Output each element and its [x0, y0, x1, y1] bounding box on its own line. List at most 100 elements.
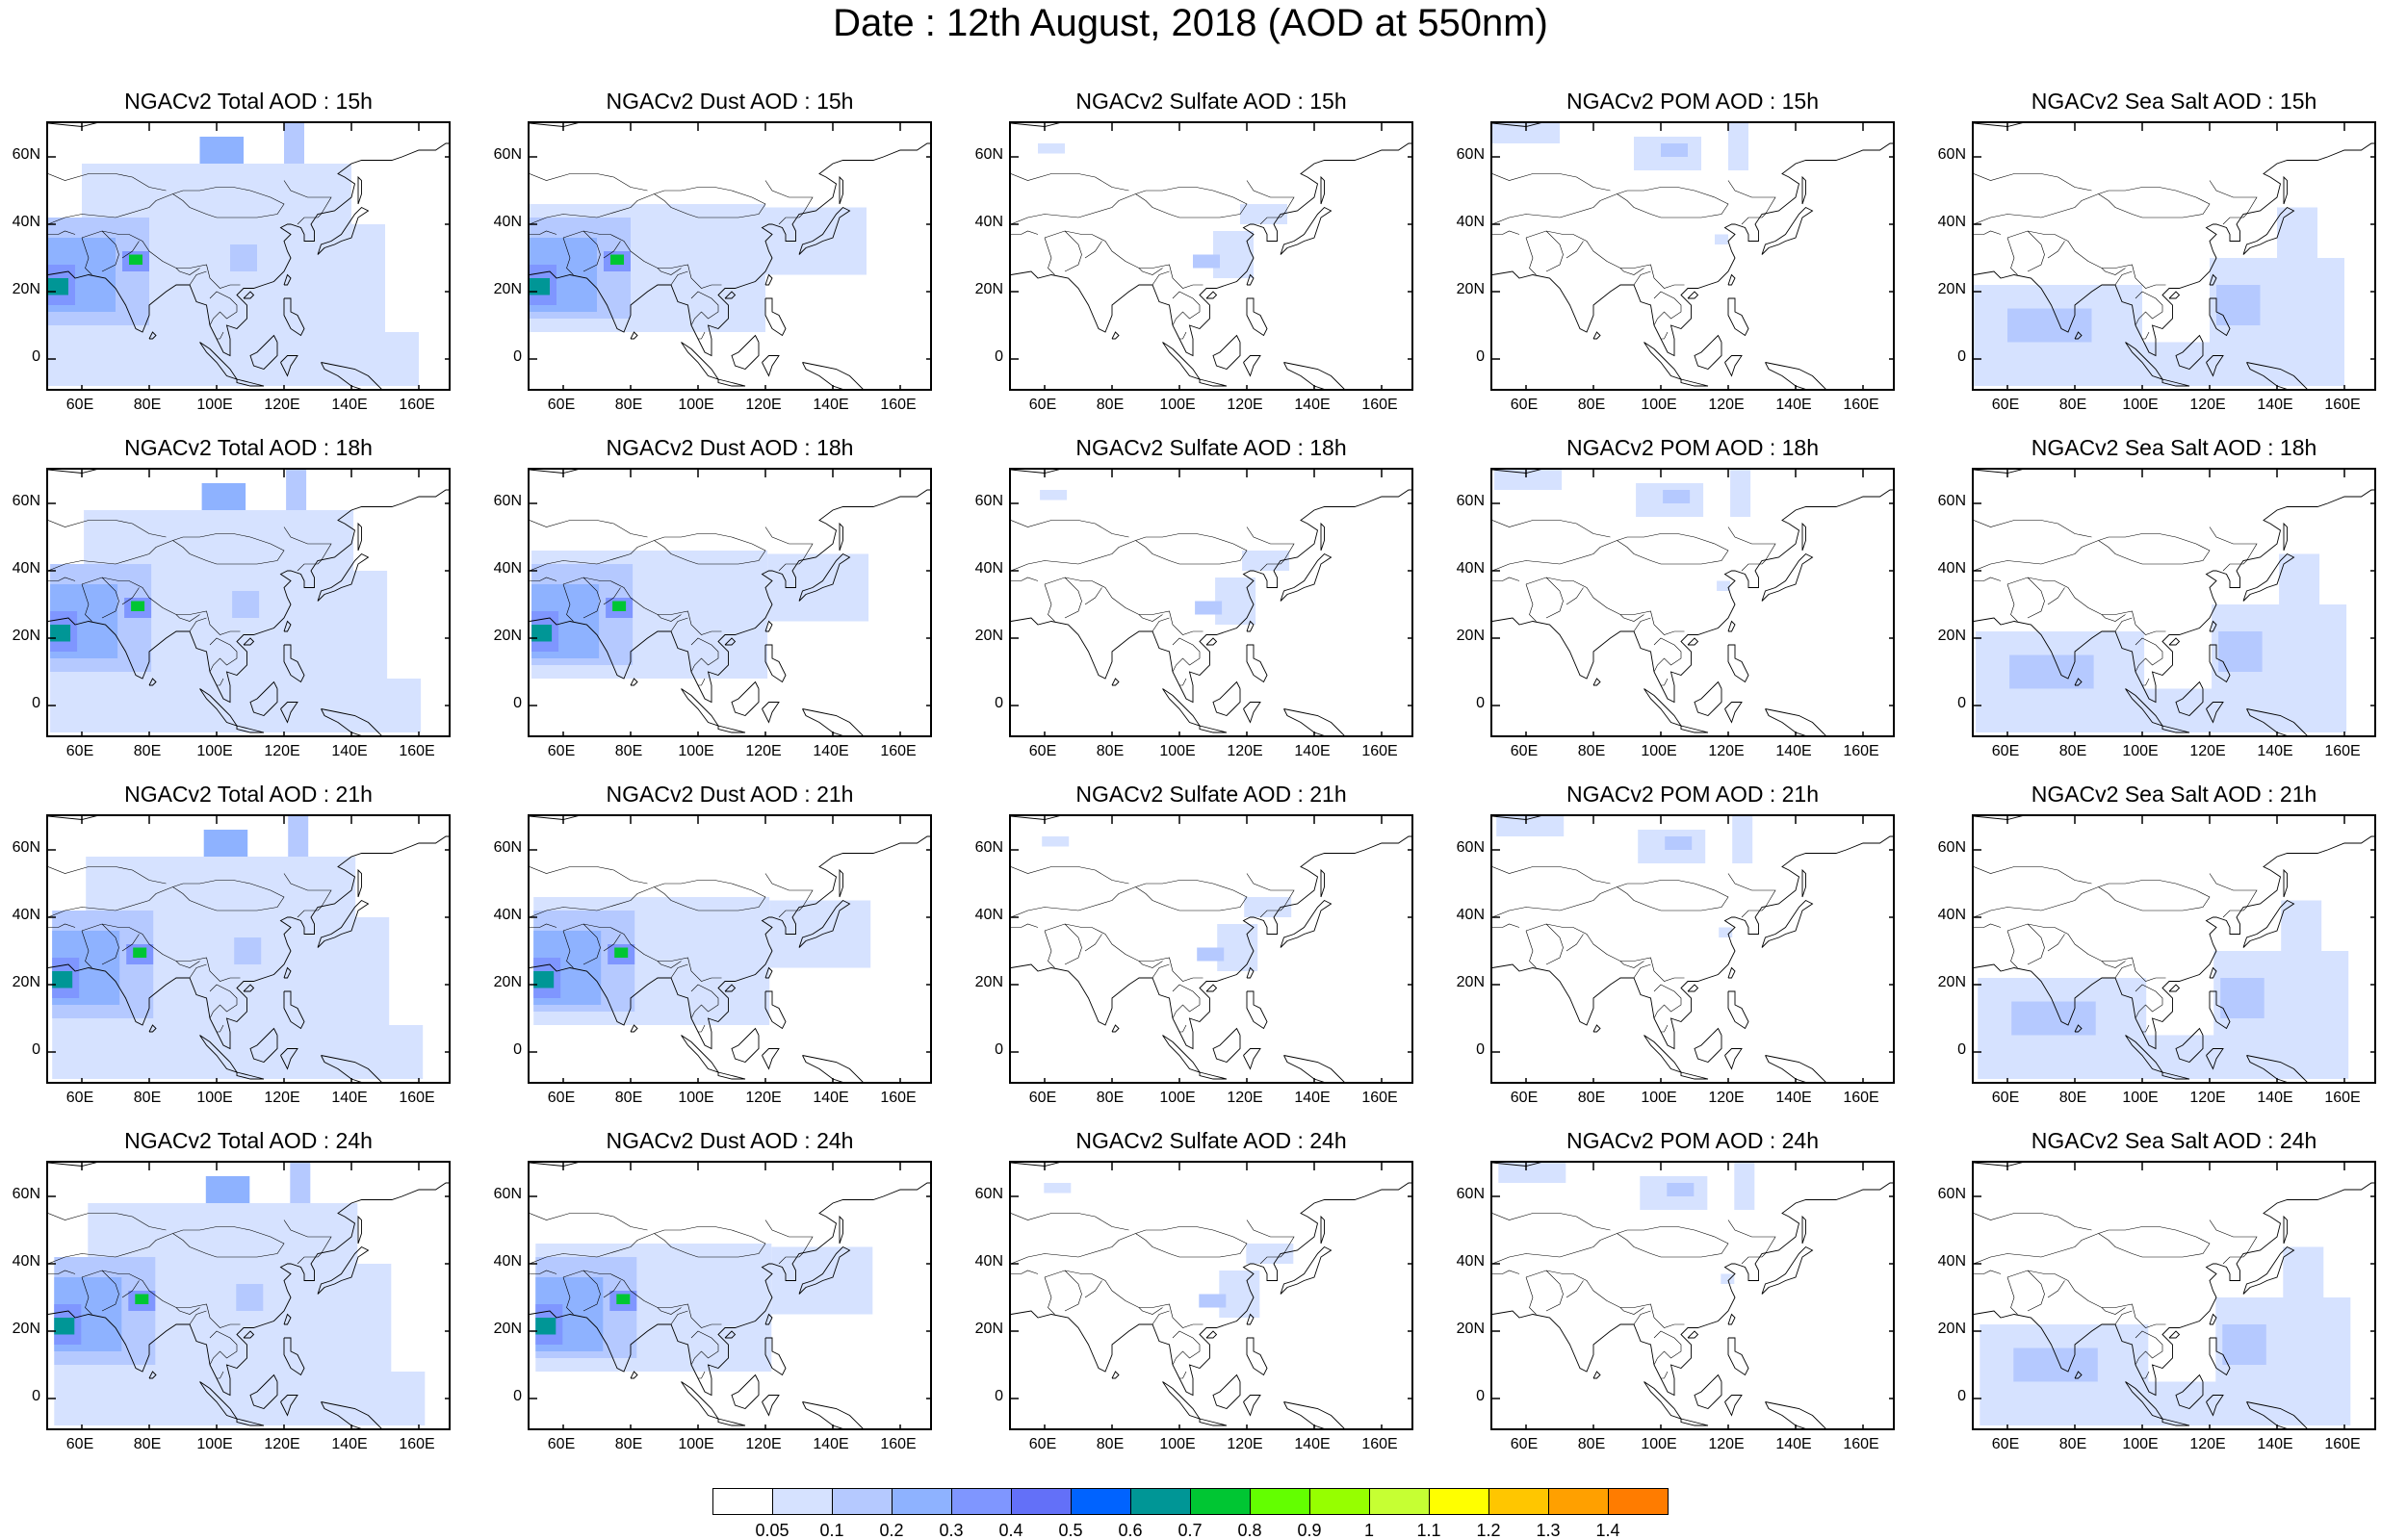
- country-border: [1064, 577, 1082, 619]
- lon-tick-label: 140E: [1775, 1090, 1812, 1106]
- aod-fill-region: [2013, 1348, 2098, 1382]
- country-border: [1044, 230, 1203, 289]
- map-frame: [1490, 1161, 1895, 1430]
- aod-map: [1492, 1163, 1893, 1428]
- country-border: [1741, 563, 1762, 572]
- coastline: [2209, 620, 2217, 632]
- coastline: [1246, 1313, 1255, 1325]
- country-border: [1492, 1213, 1611, 1231]
- country-border: [48, 866, 167, 885]
- lon-tick-label: 80E: [614, 743, 643, 759]
- aod-fill-region: [129, 254, 142, 265]
- country-border: [297, 1256, 318, 1265]
- coastline: [2209, 273, 2217, 286]
- coastline: [1694, 1373, 1722, 1410]
- panel-title: NGACv2 Sulfate AOD : 24h: [1075, 1128, 1347, 1153]
- lon-tick-label: 80E: [133, 743, 162, 759]
- country-border: [1084, 587, 1102, 605]
- map-frame: [1490, 121, 1895, 391]
- aod-map: [1011, 123, 1411, 389]
- lon-tick-label: 100E: [196, 397, 233, 413]
- country-border: [2135, 1330, 2163, 1366]
- country-border: [1974, 1226, 2211, 1265]
- country-border: [283, 873, 332, 911]
- country-border: [1525, 1276, 1537, 1315]
- lat-tick-label: 60N: [493, 493, 522, 509]
- lon-tick-label: 160E: [1843, 1090, 1879, 1106]
- coastline: [1492, 1182, 1893, 1397]
- country-border: [1492, 1226, 1729, 1265]
- country-border: [2027, 1270, 2045, 1312]
- country-border: [175, 1307, 200, 1315]
- colorbar-swatch: [832, 1488, 893, 1515]
- country-border: [1974, 1213, 2092, 1231]
- lon-tick-label: 100E: [1641, 743, 1677, 759]
- country-border: [530, 230, 557, 235]
- map-frame: [1009, 468, 1413, 737]
- coastline: [1199, 1071, 1228, 1080]
- lat-tick-label: 40N: [1456, 560, 1485, 577]
- page-title: Date : 12th August, 2018 (AOD at 550nm): [833, 2, 1548, 44]
- country-border: [1653, 984, 1682, 1019]
- colorbar-label: 0.2: [879, 1521, 904, 1540]
- aod-fill-region: [88, 1203, 358, 1264]
- country-border: [670, 1310, 688, 1325]
- country-border: [1633, 1310, 1651, 1325]
- coastline: [839, 1215, 843, 1245]
- coastline: [802, 362, 864, 389]
- coastline: [2074, 1024, 2083, 1033]
- lat-tick-label: 0: [995, 695, 1003, 711]
- lon-tick-label: 80E: [1577, 1090, 1606, 1106]
- coastline: [249, 334, 278, 371]
- country-border: [2101, 961, 2126, 968]
- country-border: [2114, 963, 2133, 979]
- colorbar-label: 0.6: [1118, 1521, 1143, 1540]
- country-border: [530, 923, 557, 928]
- country-border: [1492, 187, 1729, 225]
- colorbar-label: 0.9: [1297, 1521, 1322, 1540]
- lon-tick-label: 100E: [2122, 1090, 2159, 1106]
- country-border: [1011, 866, 1129, 885]
- panel-title: NGACv2 Dust AOD : 24h: [606, 1128, 854, 1153]
- country-border: [1545, 577, 1564, 619]
- lon-tick-label: 80E: [1577, 1436, 1606, 1452]
- coastline: [1687, 291, 1699, 299]
- coastline: [1246, 620, 1255, 632]
- lon-tick-label: 80E: [1577, 397, 1606, 413]
- country-border: [657, 268, 682, 275]
- lon-tick-label: 80E: [614, 1090, 643, 1106]
- aod-fill-region: [290, 1163, 311, 1203]
- country-border: [1172, 637, 1201, 673]
- country-border: [562, 583, 574, 622]
- country-border: [657, 1307, 682, 1315]
- country-border: [1179, 331, 1187, 340]
- map-frame: [46, 121, 451, 391]
- country-border: [1525, 923, 1685, 982]
- panel-title: NGACv2 Sulfate AOD : 18h: [1075, 435, 1347, 460]
- coastline: [1011, 489, 1411, 704]
- lat-tick-label: 60N: [1456, 146, 1485, 163]
- country-border: [1138, 1307, 1163, 1315]
- coastline: [839, 175, 843, 205]
- country-border: [1064, 923, 1082, 965]
- lon-tick-label: 160E: [2324, 743, 2361, 759]
- country-border: [1974, 173, 2092, 192]
- lat-tick-label: 40N: [12, 1253, 40, 1270]
- lat-tick-label: 40N: [1937, 907, 1966, 923]
- lon-tick-label: 140E: [813, 743, 849, 759]
- lat-tick-label: 0: [32, 1041, 40, 1058]
- aod-fill-region: [2218, 631, 2263, 672]
- aod-fill-region: [1663, 490, 1691, 503]
- coastline: [530, 489, 930, 704]
- lon-tick-label: 100E: [1641, 397, 1677, 413]
- aod-fill-region: [131, 601, 145, 611]
- lon-tick-label: 120E: [264, 397, 300, 413]
- coastline: [1765, 1401, 1826, 1428]
- panel-title: NGACv2 Total AOD : 18h: [124, 435, 373, 460]
- country-border: [283, 180, 332, 218]
- country-border: [1633, 617, 1651, 632]
- lat-tick-label: 20N: [974, 281, 1003, 297]
- coastline: [717, 1418, 746, 1426]
- lat-tick-label: 0: [1957, 348, 1966, 365]
- country-border: [1011, 533, 1248, 572]
